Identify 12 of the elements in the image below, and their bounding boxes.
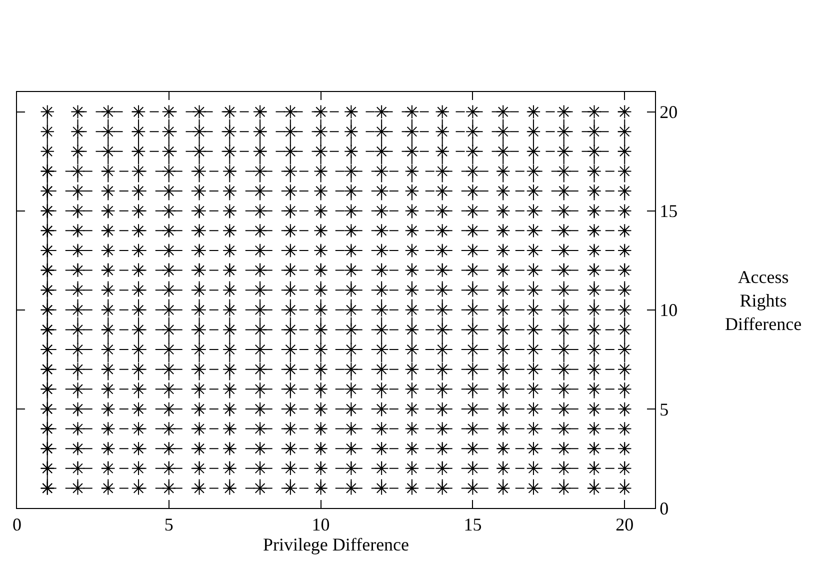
y-tick-label: 10: [660, 300, 678, 320]
y-tick-label: 0: [660, 498, 669, 518]
y-tick-label: 5: [660, 399, 669, 420]
x-axis-title: Privilege Difference: [262, 534, 410, 555]
y-tick-label: 15: [660, 201, 678, 222]
x-tick-label: 20: [616, 514, 634, 535]
x-tick-label: 15: [464, 514, 482, 535]
y-axis-title: Access Rights Difference: [725, 267, 802, 334]
x-tick-label: 10: [312, 514, 330, 535]
x-tick-label: 5: [164, 514, 174, 535]
x-tick-label: 0: [12, 514, 22, 535]
y-tick-label: 20: [660, 102, 678, 122]
